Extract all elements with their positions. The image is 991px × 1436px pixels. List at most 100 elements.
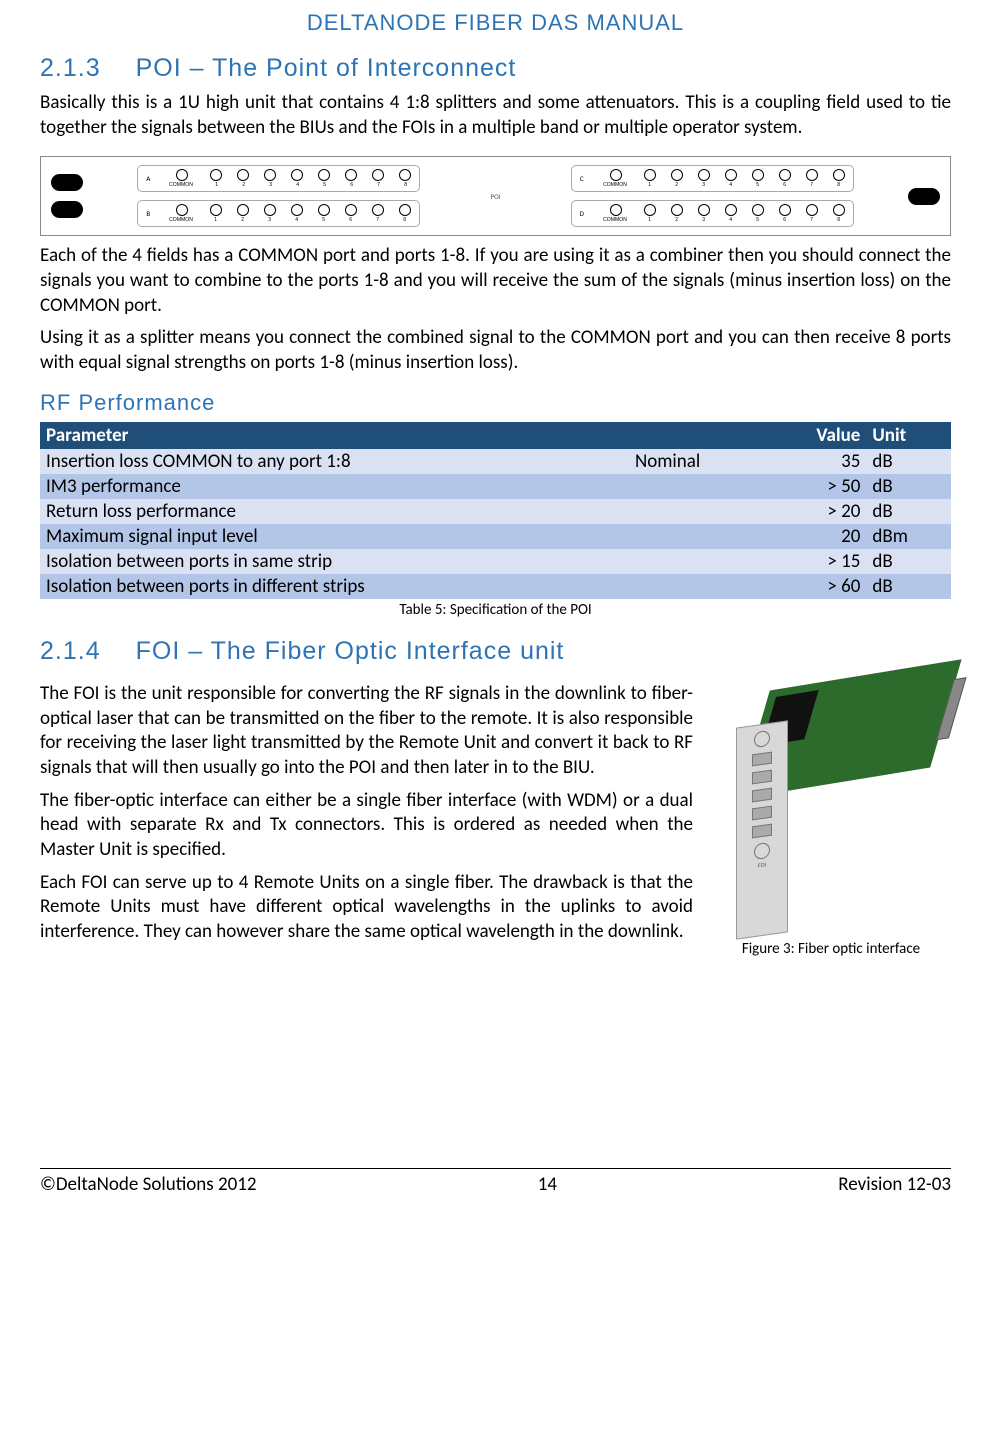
port: 3 — [264, 169, 276, 188]
rf-spec-table: Parameter Value Unit Insertion loss COMM… — [40, 422, 951, 599]
td-value: 35 — [767, 449, 867, 474]
panel-mid-label: POI — [471, 193, 521, 201]
strip-c: C COMMON 1 2 3 4 5 6 7 8 — [571, 165, 854, 192]
poi-panel-figure: A COMMON 1 2 3 4 5 6 7 8 B COMMON 1 2 3 … — [40, 156, 951, 236]
td-mid — [629, 549, 767, 574]
foi-board-icon: FOI — [716, 674, 946, 934]
section-2-1-3-heading: 2.1.3 POI – The Point of Interconnect — [40, 54, 951, 83]
section-2-1-4-p2: The fiber-optic interface can either be … — [40, 789, 693, 863]
port: 6 — [345, 204, 357, 223]
port-common: COMMON — [601, 169, 629, 188]
strip-a: A COMMON 1 2 3 4 5 6 7 8 — [137, 165, 420, 192]
port-common: COMMON — [167, 204, 195, 223]
table-caption: Table 5: Specification of the POI — [40, 601, 951, 619]
port: 2 — [671, 204, 683, 223]
port: 8 — [833, 169, 845, 188]
foi-label: FOI — [737, 857, 787, 872]
strip-column-left: A COMMON 1 2 3 4 5 6 7 8 B COMMON 1 2 3 … — [87, 165, 471, 227]
port: 3 — [264, 204, 276, 223]
td-unit: dB — [866, 549, 951, 574]
td-param: Insertion loss COMMON to any port 1:8 — [40, 449, 629, 474]
section-2-1-4-p1: The FOI is the unit responsible for conv… — [40, 682, 693, 781]
td-mid — [629, 574, 767, 599]
port: 5 — [318, 204, 330, 223]
section-2-1-3-p1: Basically this is a 1U high unit that co… — [40, 91, 951, 140]
port: 7 — [806, 169, 818, 188]
port: 2 — [671, 169, 683, 188]
grip-icon — [908, 188, 940, 205]
section-2-1-4-heading: 2.1.4FOI – The Fiber Optic Interface uni… — [40, 637, 951, 666]
td-mid — [629, 474, 767, 499]
section-2-1-3-p2: Each of the 4 fields has a COMMON port a… — [40, 244, 951, 318]
port: 5 — [752, 169, 764, 188]
section-title: FOI – The Fiber Optic Interface unit — [136, 637, 565, 665]
table-header-row: Parameter Value Unit — [40, 422, 951, 449]
td-value: > 20 — [767, 499, 867, 524]
port-common: COMMON — [167, 169, 195, 188]
grip-icon — [51, 174, 83, 191]
td-param: Isolation between ports in different str… — [40, 574, 629, 599]
footer-page-number: 14 — [538, 1173, 557, 1196]
port: 1 — [210, 204, 222, 223]
document-header: DELTANODE FIBER DAS MANUAL — [40, 10, 951, 36]
port: 3 — [698, 169, 710, 188]
foi-figure: FOI Figure 3: Fiber optic interface — [711, 674, 951, 958]
port: 2 — [237, 169, 249, 188]
port: 8 — [399, 204, 411, 223]
strip-label: C — [580, 174, 586, 183]
left-grips — [47, 174, 87, 218]
port: 7 — [806, 204, 818, 223]
th-value: Value — [767, 422, 867, 449]
rf-performance-heading: RF Performance — [40, 390, 951, 416]
strip-label: D — [580, 209, 586, 218]
table-row: Insertion loss COMMON to any port 1:8 No… — [40, 449, 951, 474]
td-mid — [629, 524, 767, 549]
td-unit: dB — [866, 574, 951, 599]
table-row: Return loss performance > 20 dB — [40, 499, 951, 524]
strip-b: B COMMON 1 2 3 4 5 6 7 8 — [137, 200, 420, 227]
port: 1 — [210, 169, 222, 188]
td-unit: dB — [866, 449, 951, 474]
th-blank — [629, 422, 767, 449]
port: 3 — [698, 204, 710, 223]
td-param: Return loss performance — [40, 499, 629, 524]
port: 7 — [372, 204, 384, 223]
port: 4 — [291, 169, 303, 188]
port: 8 — [399, 169, 411, 188]
grip-icon — [51, 201, 83, 218]
port: 5 — [752, 204, 764, 223]
page-footer: ©DeltaNode Solutions 2012 14 Revision 12… — [40, 1168, 951, 1196]
table-row: Isolation between ports in different str… — [40, 574, 951, 599]
th-unit: Unit — [866, 422, 951, 449]
section-title: POI – The Point of Interconnect — [136, 54, 517, 82]
port: 1 — [644, 169, 656, 188]
td-value: > 60 — [767, 574, 867, 599]
th-parameter: Parameter — [40, 422, 629, 449]
table-row: Maximum signal input level 20 dBm — [40, 524, 951, 549]
td-unit: dB — [866, 474, 951, 499]
port: 5 — [318, 169, 330, 188]
port: 4 — [725, 169, 737, 188]
port: 1 — [644, 204, 656, 223]
td-unit: dBm — [866, 524, 951, 549]
td-value: 20 — [767, 524, 867, 549]
section-number: 2.1.3 — [40, 54, 101, 82]
strip-column-right: C COMMON 1 2 3 4 5 6 7 8 D COMMON 1 2 3 … — [521, 165, 905, 227]
td-mid — [629, 499, 767, 524]
port: 4 — [725, 204, 737, 223]
strip-label: B — [146, 209, 152, 218]
figure-caption: Figure 3: Fiber optic interface — [711, 940, 951, 958]
td-value: > 50 — [767, 474, 867, 499]
port: 6 — [779, 169, 791, 188]
port: 2 — [237, 204, 249, 223]
table-row: IM3 performance > 50 dB — [40, 474, 951, 499]
port: 4 — [291, 204, 303, 223]
footer-left: ©DeltaNode Solutions 2012 — [40, 1173, 257, 1196]
port: 7 — [372, 169, 384, 188]
table-row: Isolation between ports in same strip > … — [40, 549, 951, 574]
td-value: > 15 — [767, 549, 867, 574]
td-param: Maximum signal input level — [40, 524, 629, 549]
port: 8 — [833, 204, 845, 223]
strip-label: A — [146, 174, 152, 183]
right-grips — [904, 188, 944, 205]
